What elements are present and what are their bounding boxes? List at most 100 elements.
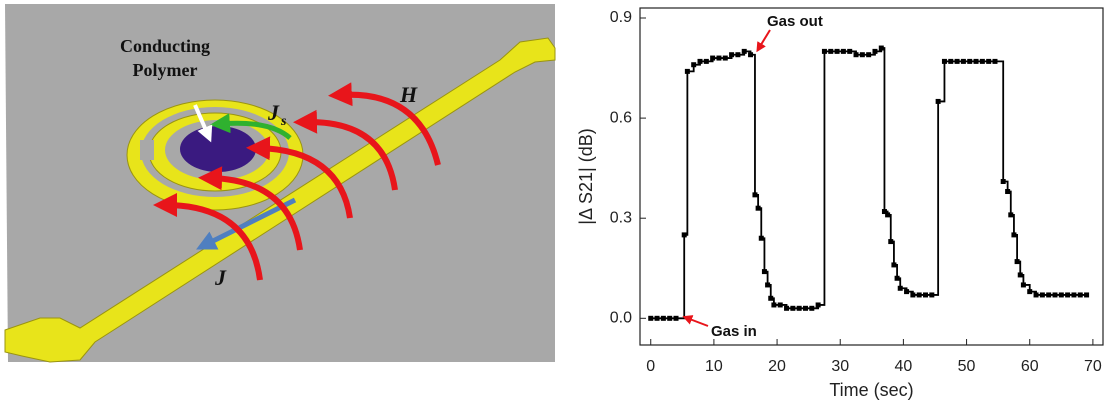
- x-tick-label: 60: [1021, 358, 1039, 375]
- x-tick-label: 10: [705, 358, 723, 375]
- data-point: [891, 262, 897, 268]
- x-tick-label: 50: [958, 358, 976, 375]
- js-subscript: s: [280, 114, 287, 129]
- data-point: [684, 68, 690, 74]
- data-line: [650, 47, 1087, 320]
- chart: 0 10 20 30 40 50 60 70 0.0 0.3 0.6 0.9 Time (sec) |Δ …: [576, 7, 1104, 400]
- data-point: [790, 305, 796, 311]
- data-point: [729, 52, 735, 58]
- js-label: J: [267, 100, 280, 125]
- data-point: [758, 235, 764, 241]
- data-point: [1071, 292, 1077, 298]
- data-point: [840, 48, 846, 54]
- y-axis-label: |Δ S21| (dB): [576, 128, 596, 224]
- data-point: [648, 315, 654, 321]
- data-point: [761, 269, 767, 275]
- data-point: [1011, 232, 1017, 238]
- data-point: [755, 205, 761, 211]
- data-point: [897, 285, 903, 291]
- data-point: [703, 58, 709, 64]
- data-point: [1033, 292, 1039, 298]
- data-point: [992, 58, 998, 64]
- data-point: [1052, 292, 1058, 298]
- data-point: [910, 292, 916, 298]
- data-point: [710, 55, 716, 61]
- data-point: [878, 45, 884, 51]
- data-point: [691, 62, 697, 68]
- j-label: J: [214, 265, 227, 290]
- data-point: [979, 58, 985, 64]
- h-label: H: [399, 82, 418, 107]
- data-point: [881, 209, 887, 215]
- data-point: [960, 58, 966, 64]
- data-point: [1084, 292, 1090, 298]
- y-tick-label: 0.6: [610, 109, 632, 126]
- data-point: [741, 48, 747, 54]
- js-arrow: [210, 113, 292, 140]
- data-point: [986, 58, 992, 64]
- data-point: [802, 305, 808, 311]
- data-point: [828, 48, 834, 54]
- data-point: [1005, 189, 1011, 195]
- data-point: [1008, 212, 1014, 218]
- data-point: [660, 315, 666, 321]
- data-point: [1058, 292, 1064, 298]
- data-point: [967, 58, 973, 64]
- x-tick-label: 70: [1084, 358, 1102, 375]
- data-point: [748, 52, 754, 58]
- data-point: [681, 232, 687, 238]
- data-point: [796, 305, 802, 311]
- data-point: [885, 212, 891, 218]
- x-tick-label: 20: [768, 358, 786, 375]
- annotation-arrow: [756, 29, 771, 53]
- data-point: [722, 55, 728, 61]
- data-point: [888, 239, 894, 245]
- data-point: [716, 55, 722, 61]
- x-tick-label: 40: [894, 358, 912, 375]
- data-point: [941, 58, 947, 64]
- data-point: [752, 192, 758, 198]
- annotation-arrow: [682, 315, 709, 327]
- data-point: [654, 315, 660, 321]
- data-point: [916, 292, 922, 298]
- annotation: Gas in: [711, 323, 757, 340]
- data-point: [1014, 259, 1020, 265]
- data-point: [853, 52, 859, 58]
- data-point: [768, 295, 774, 301]
- data-point: [847, 48, 853, 54]
- y-tick-label: 0.3: [610, 209, 632, 226]
- data-point: [1000, 179, 1006, 185]
- data-point: [973, 58, 979, 64]
- data-point: [771, 302, 777, 308]
- y-tick-label: 0.9: [610, 9, 632, 26]
- polymer-label: Polymer: [133, 60, 198, 80]
- data-point: [784, 305, 790, 311]
- device-diagram: Conducting Polymer J s H J: [4, 4, 556, 363]
- data-point: [673, 315, 679, 321]
- data-point: [954, 58, 960, 64]
- data-point: [904, 289, 910, 295]
- data-point: [815, 302, 821, 308]
- plot-frame: [639, 7, 1104, 346]
- polymer-pointer: [193, 104, 213, 143]
- field-arrows: [153, 82, 441, 281]
- data-point: [1020, 282, 1026, 288]
- data-point: [894, 275, 900, 281]
- data-point: [697, 58, 703, 64]
- data-point: [821, 48, 827, 54]
- data-point: [859, 52, 865, 58]
- data-point: [1065, 292, 1071, 298]
- data-point: [1027, 289, 1033, 295]
- x-axis-label: Time (sec): [829, 380, 913, 400]
- x-tick-label: 30: [831, 358, 849, 375]
- annotation: Gas out: [767, 13, 823, 30]
- split: [140, 140, 154, 160]
- data-point: [935, 98, 941, 104]
- data-point: [834, 48, 840, 54]
- data-point: [667, 315, 673, 321]
- data-point: [923, 292, 929, 298]
- data-point: [872, 48, 878, 54]
- polymer-label: Conducting: [120, 36, 210, 56]
- data-point: [735, 52, 741, 58]
- conducting-polymer: [180, 126, 256, 172]
